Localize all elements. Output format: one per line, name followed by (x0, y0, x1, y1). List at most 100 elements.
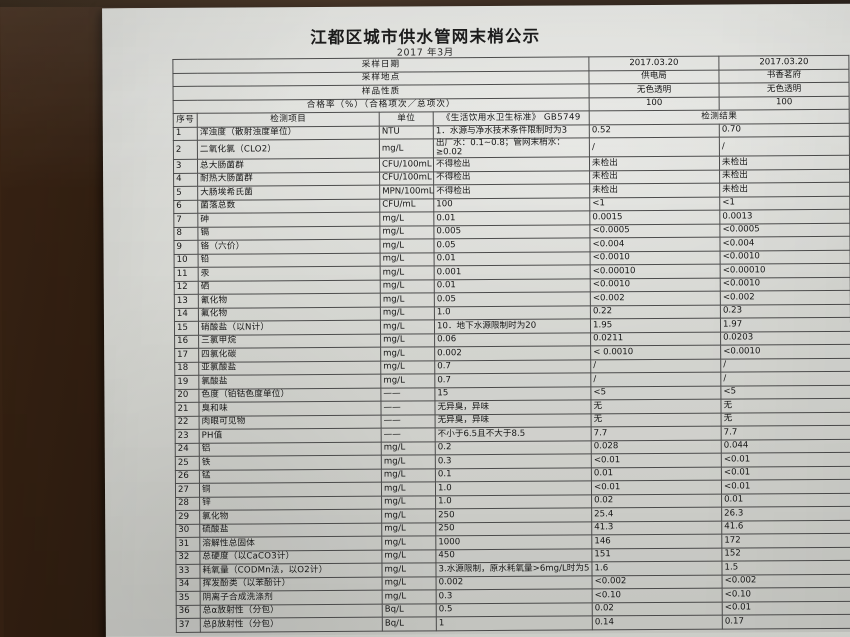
row-standard-limit: 0.7 (434, 359, 591, 374)
row-seq: 2 (173, 140, 198, 160)
row-unit: MPN/100mL (379, 184, 434, 199)
row-result-sample-1: 0.02 (592, 601, 723, 616)
row-item-name: 汞 (198, 266, 381, 281)
row-result-sample-1: 0.0015 (589, 210, 720, 225)
row-unit: mg/L (380, 333, 435, 348)
row-unit: CFU/100mL (379, 157, 434, 172)
row-result-sample-2: 26.3 (721, 506, 850, 521)
row-seq: 27 (175, 483, 200, 497)
row-seq: 11 (174, 267, 199, 281)
row-seq: 9 (173, 240, 199, 254)
row-item-name: 挥发酚类（以苯酚计） (200, 576, 383, 592)
row-standard-limit: 不得检出 (433, 183, 590, 199)
row-result-sample-2: 无 (721, 411, 850, 427)
row-standard-limit: 0.01 (434, 251, 591, 266)
info-row-value-1: 100 (589, 96, 720, 111)
row-result-sample-2: 172 (721, 533, 850, 548)
row-standard-limit: 0.3 (435, 453, 592, 469)
row-result-sample-2: <0.004 (719, 236, 850, 251)
row-result-sample-1: <5 (590, 385, 721, 400)
row-result-sample-1: 无 (591, 412, 722, 427)
row-item-name: 镉 (197, 225, 380, 241)
row-unit: mg/L (381, 495, 436, 510)
row-result-sample-1: 151 (591, 547, 722, 562)
row-result-sample-2: 7.7 (721, 425, 850, 440)
row-item-name: 耐热大肠菌群 (197, 171, 380, 187)
row-unit: CFU/100mL (379, 171, 434, 186)
row-seq: 23 (175, 429, 200, 443)
row-item-name: 硝酸盐（以N计） (198, 320, 381, 335)
row-item-name: 臭和味 (198, 401, 382, 416)
info-row-value-2: 2017.03.20 (718, 55, 849, 70)
row-standard-limit: 不得检出 (433, 170, 590, 185)
row-unit: mg/L (381, 481, 436, 496)
row-result-sample-2: <0.00010 (720, 263, 850, 278)
row-unit: mg/L (381, 468, 436, 483)
row-unit: mg/L (380, 265, 435, 280)
info-row-value-1: 2017.03.20 (588, 56, 719, 71)
row-result-sample-1: 0.0211 (590, 331, 721, 346)
row-standard-limit: 0.3 (436, 588, 593, 604)
row-seq: 33 (175, 564, 201, 578)
row-unit: mg/L (382, 589, 437, 604)
row-item-name: 总β放射性（分包） (200, 617, 383, 632)
row-seq: 37 (176, 618, 201, 632)
row-seq: 30 (175, 523, 200, 538)
row-result-sample-2: / (719, 136, 850, 157)
row-standard-limit: 不得检出 (433, 156, 590, 172)
info-row-value-2: 无色透明 (719, 82, 850, 97)
row-standard-limit: 450 (435, 548, 592, 563)
table-row: 37 总β放射性（分包） Bq/L 1 0.14 0.17 (176, 614, 850, 632)
row-result-sample-2: / (720, 357, 850, 373)
row-unit: mg/L (381, 454, 436, 469)
row-unit: mg/L (380, 306, 435, 321)
row-seq: 31 (175, 537, 200, 551)
row-standard-limit: 0.1 (435, 467, 592, 482)
row-seq: 5 (173, 186, 198, 200)
row-item-name: 大肠埃希氏菌 (197, 185, 380, 200)
row-result-sample-2: 0.01 (721, 492, 850, 508)
row-unit: mg/L (382, 576, 437, 591)
row-unit: mg/L (380, 319, 435, 334)
row-standard-limit: 15 (434, 386, 591, 401)
row-seq: 28 (175, 496, 200, 511)
row-result-sample-2: <0.002 (722, 573, 850, 589)
row-result-sample-2: 1.97 (720, 317, 850, 332)
row-item-name: 砷 (197, 212, 380, 227)
row-unit: mg/L (380, 252, 435, 267)
row-standard-limit: 不小于6.5且不大于8.5 (435, 426, 592, 442)
row-seq: 16 (174, 334, 199, 349)
column-header-unit: 单位 (379, 111, 434, 126)
row-result-sample-2: 0.23 (720, 303, 850, 319)
row-result-sample-1: <0.004 (589, 237, 721, 252)
column-header-standard: 《生活饮用水卫生标准》 GB5749 (433, 110, 590, 126)
row-result-sample-1: 1.95 (590, 318, 721, 333)
row-result-sample-2: <0.01 (722, 600, 850, 616)
row-result-sample-2: <0.01 (721, 452, 850, 467)
info-row-value-1: 无色透明 (589, 83, 720, 98)
row-result-sample-2: 0.0203 (720, 330, 850, 346)
row-result-sample-2: <0.0010 (720, 344, 850, 359)
row-standard-limit: 无异臭，异味 (434, 399, 592, 415)
row-seq: 19 (174, 375, 199, 389)
row-seq: 36 (176, 604, 201, 619)
row-unit: mg/L (380, 373, 435, 388)
row-seq: 15 (174, 321, 199, 335)
row-seq: 6 (173, 199, 198, 214)
row-unit: mg/L (380, 292, 435, 307)
row-result-sample-1: <0.10 (592, 588, 723, 603)
row-result-sample-1: / (590, 372, 721, 387)
row-standard-limit: 0.005 (433, 224, 590, 239)
row-standard-limit: 3.水源限制，原水耗氧量>6mg/L时为5 (435, 561, 593, 577)
row-seq: 8 (173, 226, 198, 241)
row-seq: 25 (175, 456, 200, 470)
row-unit: CFU/mL (379, 198, 434, 213)
row-item-name: 铬（六价） (197, 239, 381, 254)
row-seq: 20 (174, 388, 199, 403)
row-standard-limit: 0.7 (434, 372, 591, 388)
row-unit: mg/L (381, 549, 436, 564)
row-standard-limit: 100 (433, 197, 590, 212)
row-unit: —— (381, 427, 436, 442)
row-result-sample-2: <1 (719, 195, 850, 211)
row-result-sample-2: 1.5 (721, 560, 850, 575)
